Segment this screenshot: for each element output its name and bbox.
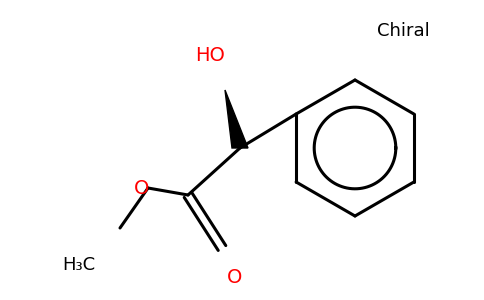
Text: O: O [227, 268, 242, 287]
Text: H₃C: H₃C [62, 256, 95, 274]
Polygon shape [225, 90, 248, 148]
Text: HO: HO [195, 46, 225, 65]
Text: Chiral: Chiral [377, 22, 430, 40]
Text: O: O [135, 178, 150, 197]
